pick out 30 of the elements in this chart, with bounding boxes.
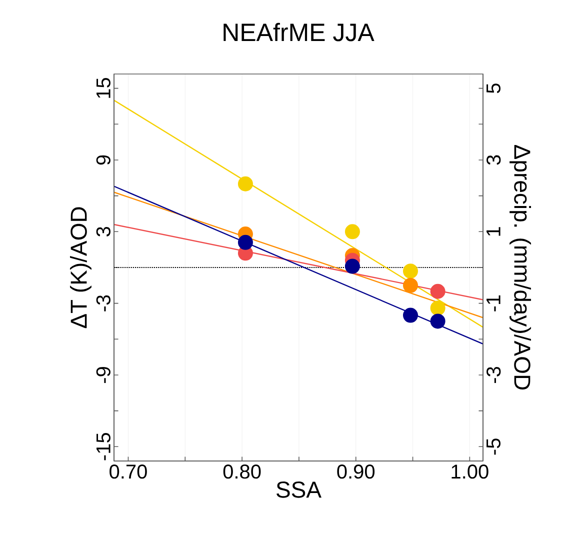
y2-tick-label: 1 bbox=[486, 227, 500, 236]
point bbox=[402, 278, 418, 293]
x-tick-label: 0.80 bbox=[223, 464, 261, 479]
y2-axis-title: Δprecip. (mm/day)/AOD bbox=[510, 145, 532, 390]
point bbox=[402, 308, 418, 323]
x-tick-label: 0.90 bbox=[337, 464, 375, 479]
x-tick-label: 1.00 bbox=[452, 464, 488, 479]
x-tick-label: 0.70 bbox=[110, 464, 147, 479]
y2-tick-label: -1 bbox=[486, 295, 500, 312]
y-axis-title: ΔT (K)/AOD bbox=[70, 207, 92, 328]
point bbox=[344, 258, 360, 274]
y-tick-label: -3 bbox=[96, 295, 110, 312]
point bbox=[430, 314, 446, 329]
y2-tick-label: -3 bbox=[486, 366, 501, 383]
y-tick-label: 15 bbox=[96, 78, 110, 98]
point bbox=[430, 284, 446, 299]
y2-tick-label: -5 bbox=[486, 438, 500, 455]
point bbox=[402, 264, 418, 279]
y-tick-label: -9 bbox=[96, 367, 110, 383]
point bbox=[430, 300, 446, 316]
chart-title: NEAfrME JJA bbox=[224, 22, 374, 42]
y-tick-label: 3 bbox=[96, 226, 110, 236]
point bbox=[238, 176, 253, 192]
point bbox=[344, 224, 360, 240]
point bbox=[238, 234, 253, 250]
y-tick-label: -15 bbox=[96, 433, 110, 460]
y2-tick-label: 3 bbox=[486, 155, 501, 165]
y2-tick-label: 5 bbox=[486, 84, 500, 94]
y-tick-label: 9 bbox=[96, 155, 110, 165]
x-axis-title: SSA bbox=[276, 482, 322, 498]
